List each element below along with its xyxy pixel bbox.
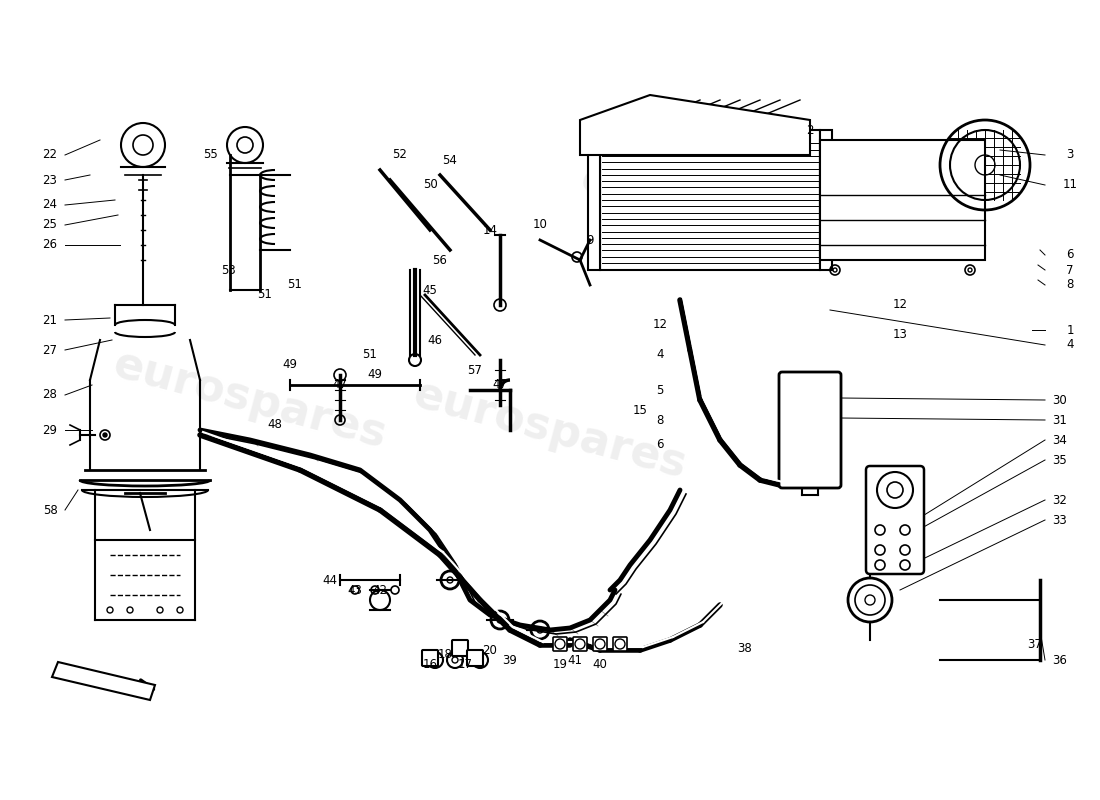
Text: 8: 8 — [1066, 278, 1074, 291]
Text: 11: 11 — [1063, 178, 1078, 191]
Text: 49: 49 — [367, 369, 383, 382]
Text: 37: 37 — [1027, 638, 1043, 651]
Text: 17: 17 — [458, 658, 473, 671]
Text: 36: 36 — [1053, 654, 1067, 666]
Text: 4: 4 — [657, 349, 663, 362]
Polygon shape — [580, 95, 810, 155]
Text: 34: 34 — [1053, 434, 1067, 446]
Text: 5: 5 — [657, 383, 663, 397]
Text: 15: 15 — [632, 403, 648, 417]
Text: 8: 8 — [657, 414, 663, 426]
Text: 43: 43 — [348, 583, 362, 597]
Text: 45: 45 — [422, 283, 438, 297]
Text: 16: 16 — [422, 658, 438, 671]
FancyBboxPatch shape — [573, 637, 587, 651]
Text: 35: 35 — [1053, 454, 1067, 466]
Text: 18: 18 — [438, 649, 452, 662]
Text: eurospares: eurospares — [576, 160, 824, 260]
FancyBboxPatch shape — [588, 130, 600, 270]
Text: 46: 46 — [428, 334, 442, 346]
FancyBboxPatch shape — [422, 650, 438, 666]
Circle shape — [103, 433, 107, 437]
Text: 9: 9 — [586, 234, 594, 246]
FancyBboxPatch shape — [600, 130, 820, 270]
Text: 32: 32 — [1053, 494, 1067, 506]
Text: 51: 51 — [257, 289, 273, 302]
Text: 10: 10 — [532, 218, 548, 231]
Text: 51: 51 — [287, 278, 303, 291]
Text: 44: 44 — [322, 574, 338, 586]
Text: 41: 41 — [568, 654, 583, 666]
Text: 53: 53 — [221, 263, 235, 277]
Text: 56: 56 — [432, 254, 448, 266]
Text: 27: 27 — [43, 343, 57, 357]
Text: 30: 30 — [1053, 394, 1067, 406]
Text: 40: 40 — [593, 658, 607, 671]
FancyBboxPatch shape — [866, 466, 924, 574]
Text: 49: 49 — [283, 358, 297, 371]
Polygon shape — [52, 662, 155, 700]
Text: 21: 21 — [43, 314, 57, 326]
FancyBboxPatch shape — [613, 637, 627, 651]
Text: 7: 7 — [1066, 263, 1074, 277]
Text: eurospares: eurospares — [109, 343, 392, 457]
Text: 13: 13 — [892, 329, 907, 342]
Text: 25: 25 — [43, 218, 57, 231]
Text: 39: 39 — [503, 654, 517, 666]
Text: 29: 29 — [43, 423, 57, 437]
Text: 24: 24 — [43, 198, 57, 211]
Text: 28: 28 — [43, 389, 57, 402]
Text: 12: 12 — [652, 318, 668, 331]
Text: 54: 54 — [442, 154, 458, 166]
Text: 42: 42 — [373, 583, 387, 597]
Text: 48: 48 — [267, 418, 283, 431]
Text: 31: 31 — [1053, 414, 1067, 426]
Text: 51: 51 — [363, 349, 377, 362]
FancyBboxPatch shape — [452, 640, 468, 656]
FancyBboxPatch shape — [820, 130, 832, 270]
FancyBboxPatch shape — [553, 637, 566, 651]
Text: 33: 33 — [1053, 514, 1067, 526]
Text: 20: 20 — [483, 643, 497, 657]
FancyBboxPatch shape — [593, 637, 607, 651]
Text: 19: 19 — [552, 658, 568, 671]
Text: 57: 57 — [468, 363, 483, 377]
Text: 47: 47 — [332, 378, 348, 391]
Text: 12: 12 — [892, 298, 907, 311]
Text: 55: 55 — [202, 149, 218, 162]
Text: 6: 6 — [1066, 249, 1074, 262]
Text: 47: 47 — [493, 378, 507, 391]
Text: eurospares: eurospares — [408, 373, 692, 487]
Text: 52: 52 — [393, 149, 407, 162]
FancyBboxPatch shape — [779, 372, 842, 488]
Text: 23: 23 — [43, 174, 57, 186]
Text: 2: 2 — [806, 123, 814, 137]
Text: 3: 3 — [1066, 149, 1074, 162]
Text: 1: 1 — [1066, 323, 1074, 337]
Text: 26: 26 — [43, 238, 57, 251]
Text: 22: 22 — [43, 149, 57, 162]
Text: 4: 4 — [1066, 338, 1074, 351]
FancyBboxPatch shape — [468, 650, 483, 666]
Text: 6: 6 — [657, 438, 663, 451]
Text: 58: 58 — [43, 503, 57, 517]
Text: 14: 14 — [483, 223, 497, 237]
FancyBboxPatch shape — [820, 140, 984, 260]
Text: 38: 38 — [738, 642, 752, 654]
Text: 50: 50 — [422, 178, 438, 191]
